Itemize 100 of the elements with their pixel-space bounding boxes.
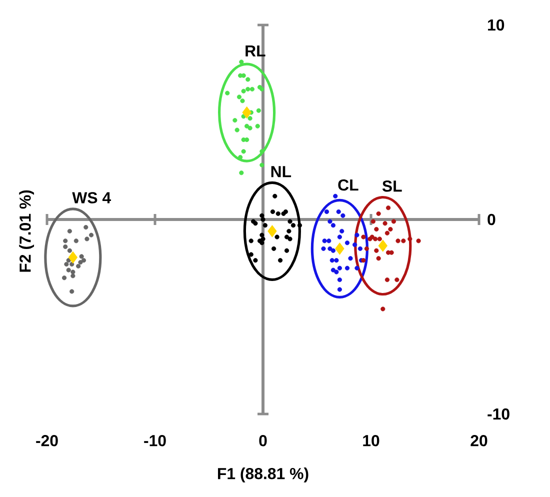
- point: [225, 90, 230, 96]
- point: [330, 258, 334, 263]
- point: [348, 256, 353, 261]
- x-tick-label: -20: [36, 435, 58, 446]
- point: [268, 225, 277, 238]
- point: [361, 258, 366, 263]
- point: [386, 206, 391, 210]
- point: [66, 268, 71, 272]
- point: [290, 223, 296, 228]
- point: [67, 248, 72, 253]
- series-label: RL: [246, 45, 266, 56]
- point: [358, 246, 362, 251]
- series-label: CL: [338, 179, 358, 191]
- point: [328, 246, 332, 251]
- point: [396, 238, 400, 244]
- point: [276, 211, 280, 216]
- point: [286, 228, 292, 234]
- point: [284, 234, 290, 240]
- point: [274, 234, 280, 240]
- point: [253, 258, 258, 263]
- point: [278, 258, 283, 263]
- point: [248, 238, 254, 244]
- point: [335, 242, 344, 255]
- point: [244, 124, 250, 128]
- series-label: NL: [271, 166, 292, 178]
- y-axis-title: F2 (7.01 %): [19, 190, 34, 272]
- series-label: SL: [382, 180, 402, 192]
- point: [84, 236, 90, 242]
- point: [246, 77, 250, 82]
- point: [361, 234, 366, 240]
- point: [239, 60, 244, 64]
- point: [70, 289, 74, 294]
- x-tick-label: 20: [470, 435, 488, 446]
- point: [246, 86, 250, 92]
- point: [288, 236, 292, 242]
- y-tick-label: 10: [488, 19, 504, 31]
- point: [334, 270, 339, 274]
- point: [232, 118, 238, 123]
- point: [240, 98, 245, 104]
- point: [284, 248, 290, 253]
- point: [384, 230, 390, 236]
- x-axis-title: F1 (88.81 %): [218, 468, 308, 482]
- point: [241, 88, 246, 94]
- x-tick-label: 10: [363, 435, 380, 446]
- point: [288, 219, 292, 224]
- point: [333, 194, 338, 198]
- point: [262, 223, 268, 228]
- point: [260, 86, 264, 92]
- point: [79, 254, 84, 259]
- point: [260, 236, 266, 242]
- point: [81, 258, 86, 263]
- point: [234, 128, 240, 132]
- point: [78, 260, 83, 265]
- point: [253, 221, 258, 226]
- point: [336, 209, 341, 214]
- point: [344, 266, 350, 270]
- point: [340, 213, 346, 218]
- x-tick-label: -10: [144, 435, 166, 446]
- point: [394, 277, 400, 282]
- point: [380, 306, 386, 312]
- point: [337, 287, 342, 292]
- point: [256, 108, 261, 113]
- point: [401, 238, 406, 244]
- point: [84, 224, 88, 230]
- point: [270, 209, 276, 214]
- point: [354, 266, 360, 270]
- point: [88, 232, 94, 238]
- point: [326, 238, 332, 244]
- point: [67, 228, 72, 234]
- point: [374, 226, 379, 232]
- point: [70, 262, 74, 267]
- point: [321, 246, 326, 251]
- point: [241, 149, 246, 154]
- point: [322, 238, 327, 244]
- point: [260, 240, 264, 246]
- y-tick-label: 0: [488, 214, 496, 226]
- point: [68, 252, 78, 264]
- point: [260, 162, 264, 168]
- point: [272, 194, 278, 198]
- point: [416, 238, 421, 244]
- point: [337, 234, 342, 240]
- point: [374, 248, 379, 253]
- point: [70, 270, 76, 274]
- point: [389, 250, 394, 255]
- point: [62, 276, 67, 280]
- point: [324, 209, 330, 214]
- point: [250, 86, 254, 92]
- point: [344, 240, 350, 246]
- point: [63, 238, 68, 244]
- point: [272, 246, 276, 251]
- point: [64, 262, 69, 267]
- point: [330, 248, 336, 253]
- point: [330, 223, 336, 228]
- point: [297, 223, 302, 228]
- y-tick-label: -10: [488, 408, 510, 420]
- point: [391, 219, 396, 224]
- point: [373, 236, 378, 242]
- point: [377, 236, 382, 242]
- point: [328, 219, 332, 224]
- point: [330, 268, 336, 272]
